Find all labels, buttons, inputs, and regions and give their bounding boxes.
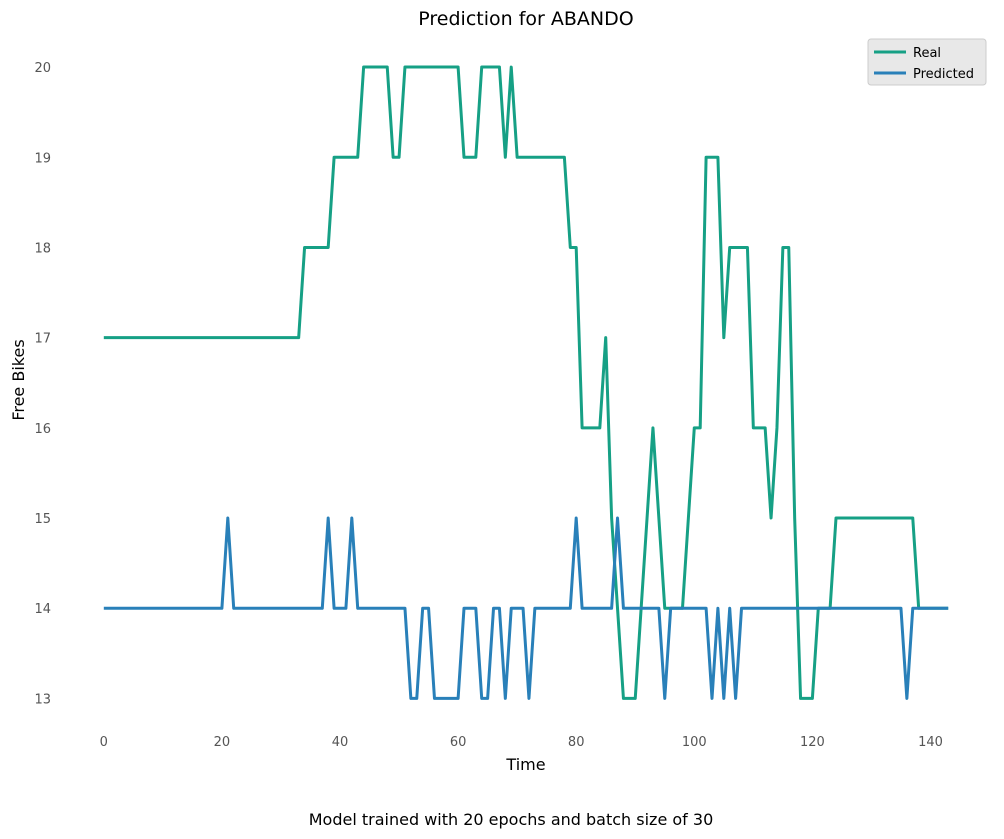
x-tick-label: 40 xyxy=(332,735,349,750)
x-tick-label: 80 xyxy=(568,735,585,750)
legend: Real Predicted xyxy=(867,38,987,86)
y-tick-label: 17 xyxy=(34,332,51,347)
y-tick-label: 18 xyxy=(34,242,51,257)
chart-caption: Model trained with 20 epochs and batch s… xyxy=(309,810,714,829)
x-axis-label: Time xyxy=(505,755,545,774)
plot-area xyxy=(103,65,949,700)
x-tick-label: 140 xyxy=(918,735,943,750)
legend-label-real: Real xyxy=(913,46,941,61)
series-line-real xyxy=(103,65,949,700)
y-tick-label: 16 xyxy=(34,422,51,437)
x-tick-label: 0 xyxy=(100,735,108,750)
x-tick-label: 60 xyxy=(450,735,467,750)
y-tick-label: 14 xyxy=(34,602,51,617)
y-tick-label: 15 xyxy=(34,512,51,527)
x-axis-ticks: 0 20 40 60 80 100 120 140 xyxy=(100,735,943,750)
y-tick-label: 13 xyxy=(34,692,51,707)
legend-label-predicted: Predicted xyxy=(913,67,974,82)
y-axis-label: Free Bikes xyxy=(9,339,28,420)
chart-title: Prediction for ABANDO xyxy=(418,8,633,30)
x-tick-label: 120 xyxy=(800,735,825,750)
y-tick-label: 20 xyxy=(34,61,51,76)
x-tick-label: 100 xyxy=(682,735,707,750)
y-axis-ticks: 13 14 15 16 17 18 19 20 xyxy=(34,61,51,707)
series-line-predicted xyxy=(103,516,949,700)
x-tick-label: 20 xyxy=(214,735,231,750)
y-tick-label: 19 xyxy=(34,151,51,166)
